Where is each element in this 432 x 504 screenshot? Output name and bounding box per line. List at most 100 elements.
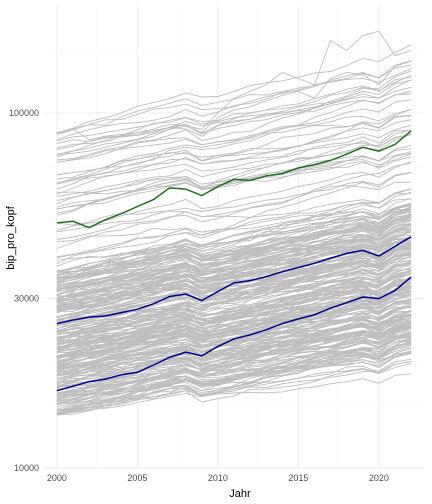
background-series-line bbox=[56, 205, 412, 261]
x-tick-label: 2005 bbox=[127, 473, 147, 483]
background-series-line bbox=[56, 303, 412, 373]
background-series-line bbox=[56, 70, 412, 158]
background-series-line bbox=[56, 246, 412, 311]
background-series-line bbox=[56, 225, 412, 301]
background-series-line bbox=[56, 351, 412, 400]
background-series-line bbox=[56, 231, 412, 296]
background-series-line bbox=[56, 76, 412, 142]
background-series-line bbox=[56, 133, 412, 184]
background-series-line bbox=[56, 271, 412, 330]
background-series-line bbox=[56, 279, 412, 339]
background-series-line bbox=[56, 294, 412, 350]
background-series-line bbox=[56, 79, 412, 161]
background-series-line bbox=[56, 129, 412, 216]
background-series-line bbox=[56, 256, 412, 318]
y-axis-title: bip_pro_kopf bbox=[5, 205, 17, 270]
highlighted-series-1 bbox=[56, 130, 412, 229]
background-series-line bbox=[56, 278, 412, 317]
background-series-line bbox=[56, 344, 412, 403]
x-tick-label: 2010 bbox=[208, 473, 228, 483]
background-series-line bbox=[56, 30, 412, 144]
background-series-line bbox=[56, 255, 412, 321]
background-series-line bbox=[56, 205, 412, 273]
x-tick-label: 2015 bbox=[288, 473, 308, 483]
background-series bbox=[56, 30, 412, 416]
background-series-line bbox=[56, 358, 412, 415]
highlighted-series-3 bbox=[56, 276, 412, 392]
background-series-line bbox=[56, 60, 412, 140]
x-tick-label: 2000 bbox=[47, 473, 67, 483]
background-series-line bbox=[56, 240, 412, 298]
background-series-line bbox=[56, 208, 412, 243]
y-tick-label: 30000 bbox=[14, 294, 39, 304]
background-series-line bbox=[56, 373, 412, 410]
background-series-line bbox=[56, 204, 412, 277]
background-series-line bbox=[56, 310, 412, 353]
background-series-line bbox=[56, 266, 412, 345]
background-series-line bbox=[56, 44, 412, 134]
background-series-line bbox=[56, 108, 412, 163]
background-series-line bbox=[56, 210, 412, 276]
background-series-line bbox=[56, 99, 412, 180]
background-series-line bbox=[56, 253, 412, 307]
background-series-line bbox=[56, 317, 412, 358]
background-series-line bbox=[56, 208, 412, 274]
background-series-line bbox=[56, 242, 412, 306]
background-series-line bbox=[56, 119, 412, 176]
background-series-line bbox=[56, 272, 412, 364]
y-axis-ticks: 10000 30000 100000 bbox=[9, 108, 39, 473]
background-series-line bbox=[56, 215, 412, 284]
background-series-line bbox=[56, 210, 412, 300]
y-tick-label: 10000 bbox=[14, 463, 39, 473]
x-axis-title: Jahr bbox=[229, 488, 251, 500]
background-series-line bbox=[56, 260, 412, 336]
background-series-line bbox=[56, 237, 412, 287]
background-series-line bbox=[56, 347, 412, 405]
background-series-line bbox=[56, 234, 412, 280]
background-series-line bbox=[56, 192, 412, 226]
background-series-line bbox=[56, 334, 412, 415]
background-series-line bbox=[56, 327, 412, 375]
background-series-line bbox=[56, 243, 412, 322]
background-series-line bbox=[56, 361, 412, 412]
background-series-line bbox=[56, 114, 412, 163]
background-series-line bbox=[56, 252, 412, 291]
background-series-line bbox=[56, 79, 412, 141]
background-series-line bbox=[56, 60, 412, 156]
background-series-line bbox=[56, 318, 412, 388]
background-series-line bbox=[56, 251, 412, 341]
background-series-line bbox=[56, 350, 412, 412]
y-tick-label: 100000 bbox=[9, 108, 39, 118]
background-series-line bbox=[56, 287, 412, 352]
x-tick-label: 2020 bbox=[369, 473, 389, 483]
background-series-line bbox=[56, 124, 412, 184]
background-series-line bbox=[56, 156, 412, 205]
x-axis-ticks: 2000 2005 2010 2015 2020 bbox=[47, 473, 389, 483]
background-series-line bbox=[56, 86, 412, 149]
background-series-line bbox=[56, 198, 412, 258]
background-series-line bbox=[56, 171, 412, 240]
background-series-line bbox=[56, 91, 412, 190]
background-series-line bbox=[56, 133, 412, 198]
background-series-line bbox=[56, 251, 412, 336]
background-series-line bbox=[56, 68, 412, 135]
background-series-line bbox=[56, 161, 412, 231]
background-series-line bbox=[56, 219, 412, 300]
background-series-line bbox=[56, 198, 412, 291]
highlighted-series bbox=[56, 130, 412, 392]
background-series-line bbox=[56, 162, 412, 249]
background-series-line bbox=[56, 287, 412, 340]
background-series-line bbox=[56, 181, 412, 233]
background-series-line bbox=[56, 229, 412, 302]
background-series-line bbox=[56, 342, 412, 416]
background-series-line bbox=[56, 227, 412, 285]
background-series-line bbox=[56, 252, 412, 319]
background-series-line bbox=[56, 287, 412, 335]
highlighted-series-2 bbox=[56, 236, 412, 325]
background-series-line bbox=[56, 272, 412, 350]
background-series-line bbox=[56, 362, 412, 411]
background-series-line bbox=[56, 191, 412, 272]
background-series-line bbox=[56, 348, 412, 416]
background-series-line bbox=[56, 262, 412, 330]
